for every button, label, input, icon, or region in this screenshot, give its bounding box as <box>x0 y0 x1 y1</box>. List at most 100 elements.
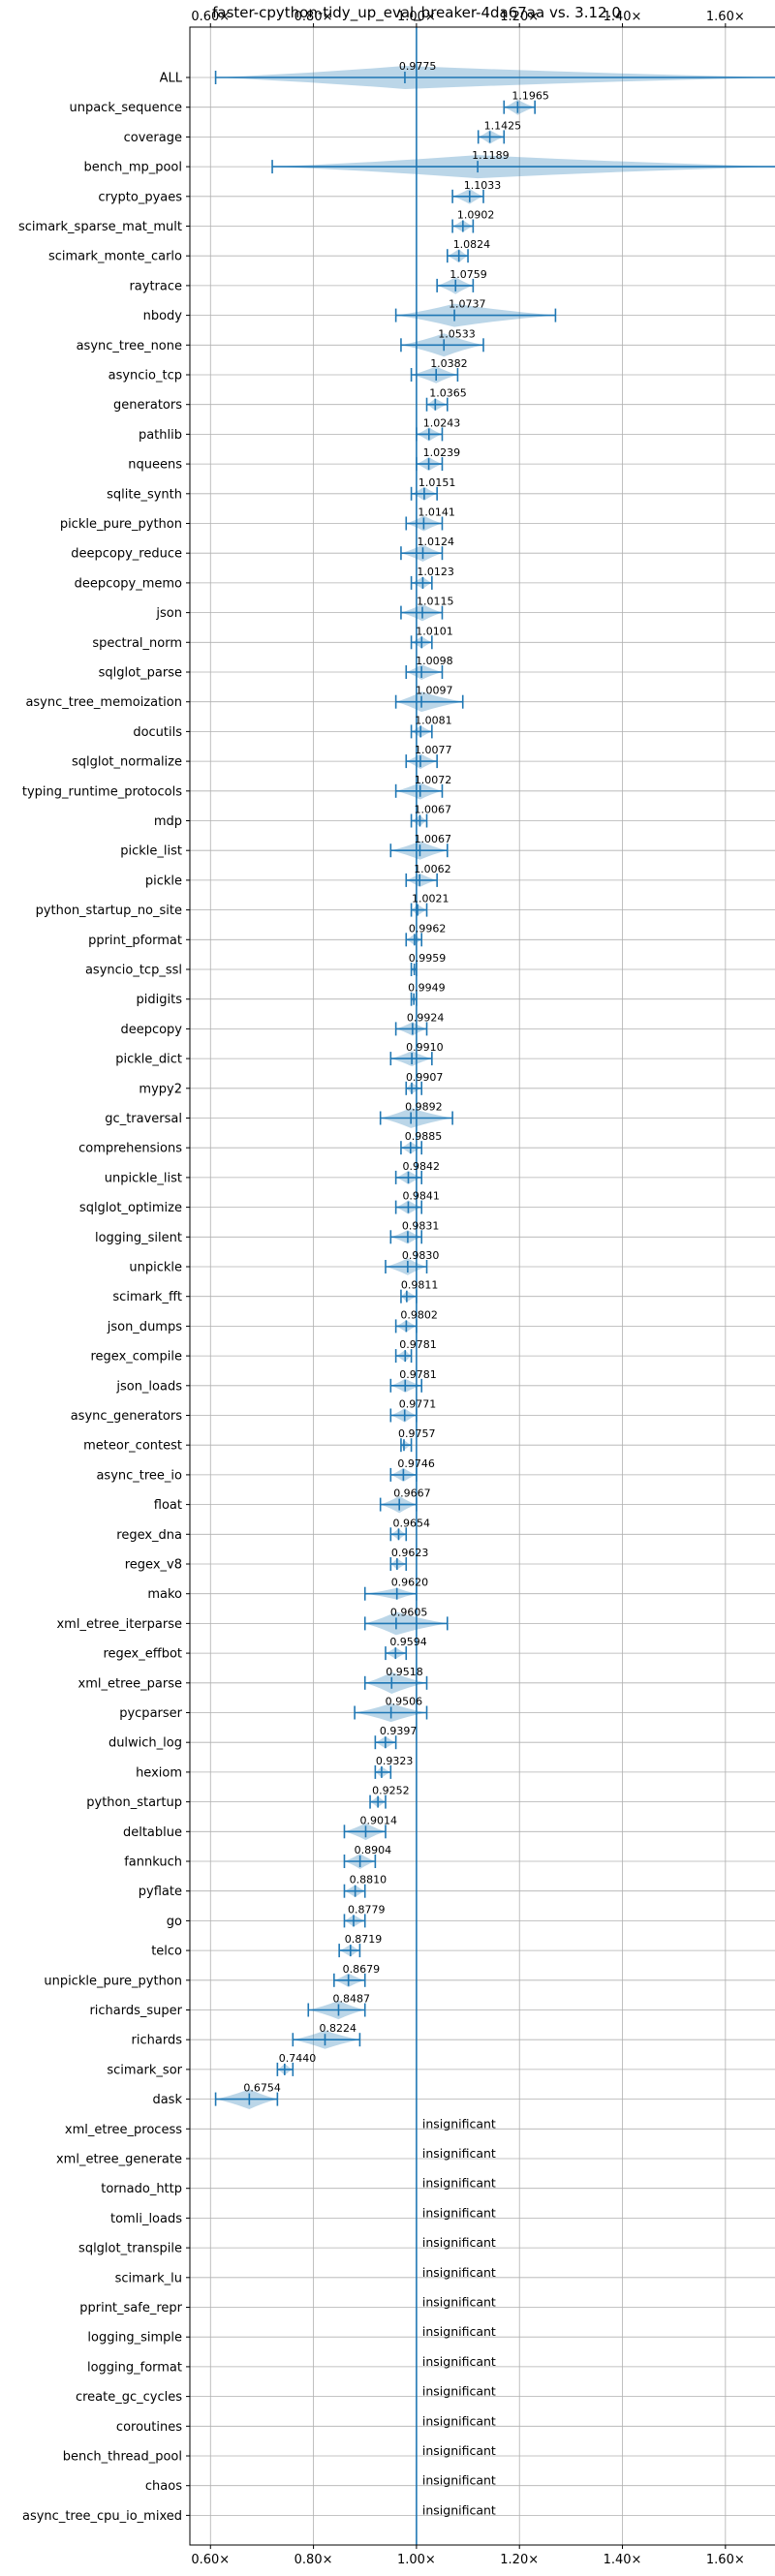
y-tick-label: pprint_pformat <box>88 934 182 948</box>
y-tick-label: unpack_sequence <box>69 101 182 115</box>
value-label: 0.9959 <box>409 952 447 965</box>
value-label: 0.9924 <box>407 1011 445 1024</box>
value-label: 0.9885 <box>405 1130 443 1143</box>
insignificant-label: insignificant <box>422 2384 496 2399</box>
y-tick-label: crypto_pyaes <box>98 190 182 204</box>
value-label: 0.9775 <box>399 60 437 73</box>
y-tick-label: python_startup_no_site <box>36 904 182 918</box>
grid-layer <box>190 27 775 2545</box>
value-label: 1.1189 <box>472 149 510 162</box>
y-tick-label: xml_etree_parse <box>78 1676 182 1691</box>
insignificant-label: insignificant <box>422 2146 496 2161</box>
value-label: 0.9802 <box>400 1308 438 1321</box>
y-tick-label: pickle_dict <box>115 1053 182 1067</box>
y-tick-label: mypy2 <box>139 1082 182 1096</box>
insignificant-label: insignificant <box>422 2502 496 2517</box>
y-tick-label: pickle <box>145 874 182 888</box>
value-label: 1.0737 <box>449 298 486 311</box>
value-label: 1.0365 <box>429 387 467 400</box>
y-tick-label: sqlite_synth <box>107 487 182 502</box>
insignificant-label: insignificant <box>422 2176 496 2191</box>
value-label: 0.9252 <box>372 1785 410 1797</box>
y-tick-label: xml_etree_iterparse <box>56 1617 182 1632</box>
value-label: 0.9830 <box>402 1249 440 1262</box>
value-label: 0.9757 <box>398 1427 436 1440</box>
y-tick-label: comprehensions <box>78 1142 182 1156</box>
insignificant-label: insignificant <box>422 2473 496 2488</box>
insignificant-label: insignificant <box>422 2205 496 2220</box>
y-tick-label: pickle_pure_python <box>60 517 182 532</box>
value-label: 0.9811 <box>401 1279 439 1292</box>
y-tick-label: docutils <box>133 725 182 740</box>
value-label: 1.0141 <box>418 506 455 519</box>
y-tick-label: hexiom <box>136 1765 182 1780</box>
y-tick-label: ALL <box>160 72 183 86</box>
value-label: 0.9323 <box>376 1755 414 1767</box>
label-layer: 0.9775 1.1965 1.1425 1.1189 1.1033 1.0902 1.08… <box>243 60 549 2517</box>
y-tick-label: async_tree_cpu_io_mixed <box>22 2509 182 2524</box>
y-tick-label: regex_dna <box>116 1528 182 1543</box>
value-label: 1.0021 <box>412 893 450 905</box>
violin-layer <box>216 66 775 2109</box>
value-label: 0.9667 <box>393 1487 431 1500</box>
value-label: 0.9518 <box>386 1666 423 1678</box>
x-tick-label-bottom: 1.40× <box>604 2553 642 2567</box>
value-label: 0.9962 <box>409 922 447 935</box>
insignificant-label: insignificant <box>422 2295 496 2310</box>
y-tick-label: regex_v8 <box>125 1558 182 1573</box>
y-tick-label: coverage <box>124 131 182 145</box>
value-label: 0.9910 <box>406 1041 444 1054</box>
y-tick-label: go <box>167 1915 182 1929</box>
value-label: 1.0097 <box>416 685 453 697</box>
value-label: 1.0239 <box>423 446 461 459</box>
value-label: 0.9781 <box>399 1368 437 1381</box>
y-tick-label: spectral_norm <box>92 636 182 651</box>
x-tick-label-top: 0.80× <box>294 10 333 24</box>
value-label: 1.0902 <box>457 209 495 222</box>
value-label: 1.0124 <box>417 536 454 548</box>
y-tick-label: logging_silent <box>95 1231 182 1245</box>
value-label: 0.8487 <box>332 1993 370 2006</box>
y-tick-label: tornado_http <box>101 2182 182 2196</box>
value-label: 1.0151 <box>418 476 456 489</box>
x-tick-label-top: 1.20× <box>500 10 539 24</box>
y-tick-label: sqlglot_normalize <box>72 755 182 770</box>
y-tick-label: json <box>155 606 182 621</box>
y-tick-label: coroutines <box>116 2420 182 2435</box>
x-tick-label-bottom: 1.00× <box>397 2553 436 2567</box>
y-tick-label: dask <box>152 2093 182 2107</box>
value-label: 1.0072 <box>415 774 452 786</box>
value-label: 1.1425 <box>484 119 522 132</box>
y-tick-label: pyflate <box>139 1885 182 1899</box>
y-tick-label: sqlglot_parse <box>99 666 182 681</box>
y-tick-label: logging_format <box>87 2360 182 2375</box>
value-label: 1.0081 <box>415 714 452 726</box>
value-label: 0.9605 <box>390 1606 428 1618</box>
value-label: 0.8810 <box>350 1874 388 1886</box>
y-tick-label: bench_mp_pool <box>83 161 182 175</box>
value-label: 0.8904 <box>355 1844 392 1856</box>
insignificant-label: insignificant <box>422 2116 496 2131</box>
y-tick-label: logging_simple <box>87 2331 182 2346</box>
y-tick-label: scimark_sparse_mat_mult <box>18 220 182 234</box>
y-tick-label: scimark_sor <box>107 2063 182 2077</box>
value-label: 0.8779 <box>348 1903 386 1916</box>
y-tick-label: unpickle_pure_python <box>44 1974 182 1988</box>
y-tick-label: fannkuch <box>124 1855 182 1870</box>
value-label: 1.0824 <box>453 238 491 251</box>
value-label: 1.0382 <box>430 357 468 370</box>
x-tick-label-bottom: 1.60× <box>706 2553 745 2567</box>
x-tick-label-top: 1.60× <box>706 10 745 24</box>
y-tick-label: pprint_safe_repr <box>79 2301 182 2315</box>
x-tick-label-bottom: 0.60× <box>191 2553 230 2567</box>
value-label: 1.0101 <box>416 625 453 637</box>
value-label: 0.7440 <box>279 2052 317 2065</box>
value-label: 0.9781 <box>399 1338 437 1351</box>
value-label: 0.9842 <box>402 1160 440 1173</box>
y-tick-label: bench_thread_pool <box>63 2450 182 2465</box>
y-tick-label: mdp <box>154 814 182 829</box>
x-tick-label-bottom: 1.20× <box>500 2553 539 2567</box>
value-label: 1.0077 <box>415 744 452 756</box>
insignificant-label: insignificant <box>422 2443 496 2458</box>
